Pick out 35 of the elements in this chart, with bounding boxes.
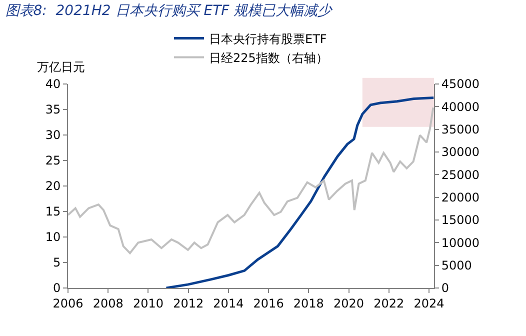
x-tick-label: 2006: [52, 296, 84, 310]
x-tick-label: 2014: [213, 296, 244, 310]
y2-tick-label: 20000: [441, 190, 480, 205]
y-tick-label: 35: [45, 102, 61, 117]
x-tick-label: 2008: [92, 296, 124, 310]
y2-tick-label: 15000: [441, 213, 480, 228]
y2-tick-label: 45000: [441, 77, 480, 92]
y2-tick-label: 0: [441, 281, 450, 296]
y2-tick-label: 35000: [441, 122, 480, 137]
x-tick-label: 2024: [414, 296, 444, 310]
y2-tick-label: 25000: [441, 168, 480, 182]
y2-tick-label: 40000: [441, 100, 480, 114]
y-tick-label: 0: [52, 281, 61, 296]
x-tick-label: 2010: [132, 296, 164, 310]
y-tick-label: 20: [45, 179, 61, 194]
legend-label: 日经225指数（右轴）: [209, 50, 328, 65]
y-tick-label: 15: [45, 204, 61, 219]
x-tick-label: 2020: [333, 296, 364, 310]
y-tick-label: 40: [45, 77, 61, 92]
chart-title: 图表8: 2021H2 日本央行购买 ETF 规模已大幅减少: [5, 2, 334, 19]
y2-tick-label: 10000: [441, 236, 480, 250]
y-tick-label: 25: [45, 154, 61, 168]
y-tick-label: 5: [52, 256, 61, 270]
x-tick-label: 2012: [173, 296, 204, 310]
line-series: [68, 106, 434, 254]
x-tick-label: 2018: [293, 296, 324, 310]
x-tick-label: 2016: [253, 296, 284, 310]
line-series: [165, 96, 434, 288]
x-tick-label: 2022: [374, 296, 404, 310]
y2-tick-label: 5000: [441, 258, 472, 273]
y-tick-label: 10: [45, 230, 61, 244]
y-tick-label: 30: [45, 128, 61, 142]
legend-label: 日本央行持有股票ETF: [209, 32, 327, 46]
y-axis-title: 万亿日元: [37, 60, 85, 74]
y2-tick-label: 30000: [441, 145, 480, 160]
